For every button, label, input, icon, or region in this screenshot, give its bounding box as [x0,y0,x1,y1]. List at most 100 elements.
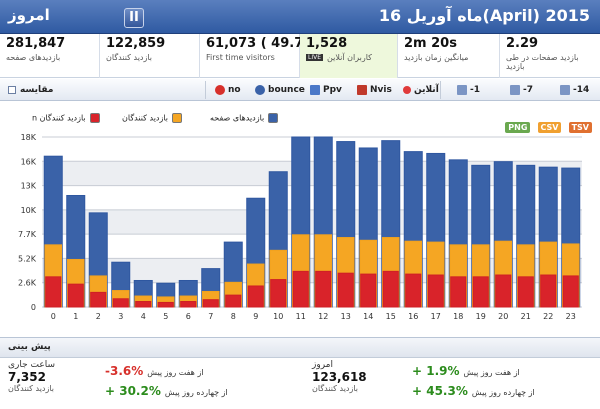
forecast-left-change-14d: + 30.2% از چهارده روز پیش [105,384,228,398]
no-button[interactable]: no [215,82,241,98]
toolbar-divider [440,81,441,99]
forecast-today-label: امروز [312,360,333,370]
legend-label: بازدید کنندگان n [32,113,86,123]
x-tick-label: 4 [141,312,146,321]
x-tick-label: 19 [476,312,486,321]
nvis-icon [357,84,367,95]
pause-button[interactable]: II [124,8,144,28]
ppv-button[interactable]: Ppv [310,82,342,98]
online-label: آنلاین [414,85,439,95]
minus-14-label: -14 [573,85,590,95]
new-visitors-bar [135,301,152,308]
y-tick-label: 0 [31,303,36,312]
export-csv-button[interactable]: CSV [537,122,562,133]
legend-item-pageviews[interactable]: بازدیدهای صفحه [210,113,279,123]
stat-pageviews-value: 281,847 [6,36,66,51]
x-tick-label: 21 [521,312,531,321]
title-bar: امروز II 2015 (April)ماه آوریل 16 [0,0,600,34]
x-tick-label: 11 [296,312,306,321]
online-button[interactable]: آنلاین [403,82,439,98]
compare-label: مقایسه [20,85,54,95]
x-tick-label: 23 [566,312,576,321]
x-tick-label: 7 [208,312,213,321]
minus-14-button[interactable]: -14 [560,82,589,98]
x-tick-label: 12 [318,312,328,321]
new-visitors-bar [90,291,107,308]
forecast-today-sub: بازدید کنندگان [312,384,359,393]
export-buttons: PNG CSV TSV [503,115,592,134]
x-tick-label: 13 [341,312,351,321]
page-title: 2015 (April)ماه آوریل 16 [378,6,590,25]
compare-checkbox[interactable] [8,85,16,94]
minus-1-label: -1 [470,85,480,95]
grid-band [42,209,582,235]
stat-online[interactable]: 1,528 کاربران آنلاینLIVE [300,34,398,78]
new-visitors-bar [45,276,62,308]
forecast-current-hour-label: ساعت جاری [8,360,56,370]
y-tick-label: 5.2K [18,254,37,263]
new-visitors-bar [427,274,444,308]
new-visitors-bar [225,294,242,308]
export-tsv-button[interactable]: TSV [568,122,592,133]
legend-label: بازدید کنندگان [122,113,169,123]
new-visitors-bar [157,301,174,308]
stat-pageviews: 281,847 بازدیدهای صفحه [0,34,100,78]
x-tick-label: 22 [543,312,553,321]
x-tick-label: 20 [498,312,508,321]
legend-item-new-visitors[interactable]: بازدید کنندگان n [32,113,100,123]
stat-visitors-value: 122,859 [106,36,166,51]
change-pct: + 45.3% [412,384,468,398]
new-visitors-bar [405,273,422,308]
change-pct: + 30.2% [105,384,161,398]
ppv-icon [310,84,320,95]
nvis-button[interactable]: Nvis [357,82,392,98]
bounce-button[interactable]: bounce [255,82,305,98]
x-tick-label: 3 [118,312,123,321]
minus-7-label: -7 [523,85,533,95]
change-desc: از چهارده روز پیش [164,388,228,397]
x-tick-label: 2 [96,312,101,321]
stat-first-time-label: First time visitors [206,53,275,62]
new-visitors-bar [382,270,399,308]
x-tick-label: 0 [51,312,56,321]
y-tick-label: 16K [21,157,37,166]
x-tick-label: 17 [431,312,441,321]
x-tick-label: 6 [186,312,191,321]
x-tick-label: 1 [73,312,78,321]
today-label: امروز [8,6,50,24]
new-visitors-bar [202,299,219,308]
new-visitors-bar [180,301,197,308]
stat-first-time: 61,073 ( 49.7 % ) First time visitors [200,34,331,78]
stat-ppv-label: بازدید صفحات در طی بازدید [506,53,579,71]
bounce-icon [255,84,265,95]
stat-ppv-value: 2.29 [506,36,539,51]
y-tick-label: 13K [21,182,37,191]
live-badge: LIVE [306,54,324,61]
x-tick-label: 14 [363,312,373,321]
chart-area: 0 2.6K 5.2K 7.7K 10K 13K 16K 18K 0 1 2 3 4 5 6 7 8 9 10 11 1… [0,101,600,337]
grid-band [42,161,582,186]
stat-pages-per-visit: 2.29 بازدید صفحات در طی بازدید [500,34,600,78]
change-desc: از چهارده روز پیش [471,388,535,397]
new-visitors-bar [495,274,512,308]
stat-visitors-label: بازدید کنندگان [106,53,153,62]
minus-1-button[interactable]: -1 [457,82,480,98]
compare-toggle[interactable]: مقایسه [8,82,53,98]
stat-avg-time-label: میانگین زمان بازدید [404,53,469,62]
forecast-title: پیش بینی [0,338,600,358]
x-tick-label: 10 [273,312,283,321]
export-png-button[interactable]: PNG [505,122,531,133]
forecast-panel: پیش بینی ساعت جاری 7,352 بازدید کنندگان … [0,337,600,409]
calendar-icon [510,84,520,95]
y-tick-label: 10K [21,206,37,215]
new-visitors-bar [540,274,557,308]
minus-7-button[interactable]: -7 [510,82,533,98]
forecast-today-value: 123,618 [312,370,367,384]
legend-item-visitors[interactable]: بازدید کنندگان [122,113,183,123]
chart-toolbar: مقایسه no bounce Ppv Nvis آنلاین -1 -7 -… [0,79,600,101]
new-visitors-bar [292,270,309,308]
new-visitors-bar [67,283,84,308]
ppv-label: Ppv [323,85,342,95]
stat-pageviews-label: بازدیدهای صفحه [6,53,61,62]
